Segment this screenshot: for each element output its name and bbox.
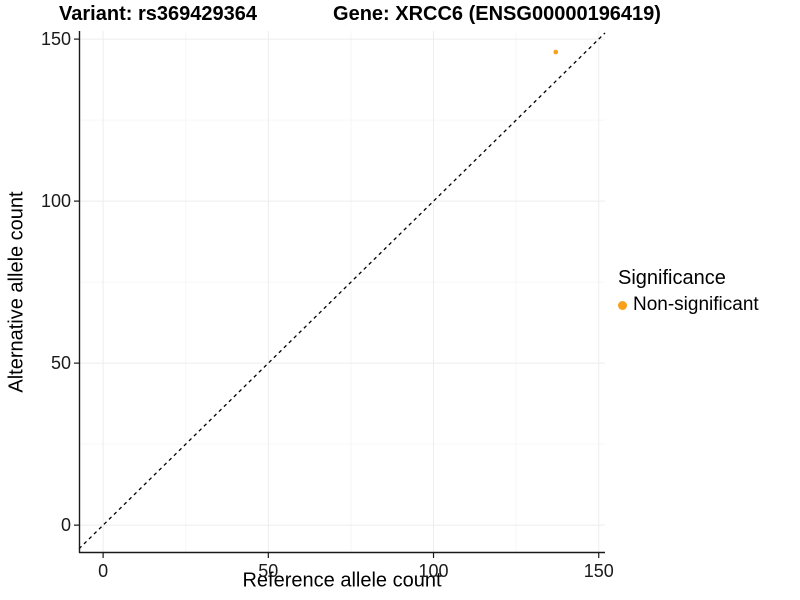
x-tick-label: 50 [258,561,279,581]
legend: Significance Non-significant [618,267,759,316]
plot-panel [74,31,606,558]
plot-title-variant: Variant: rs369429364 [59,3,257,25]
legend-title: Significance [618,267,726,289]
legend-item-label: Non-significant [633,294,759,315]
legend-item-non-significant: Non-significant [618,294,759,316]
data-point [553,49,559,55]
identity-line [78,32,606,550]
legend-point-icon [618,300,627,310]
x-tick-label: 0 [98,561,109,581]
x-axis-title: Reference allele count [242,569,442,592]
y-tick-label: 50 [50,353,71,374]
plot-title-gene: Gene: XRCC6 (ENSG00000196419) [333,3,661,25]
y-tick-label: 150 [40,29,71,50]
x-tick-label: 100 [418,561,449,581]
scatter-plot-svg [74,31,606,558]
x-tick-label: 150 [583,561,614,581]
y-tick-label: 0 [60,515,71,536]
y-tick-label: 100 [40,191,71,212]
